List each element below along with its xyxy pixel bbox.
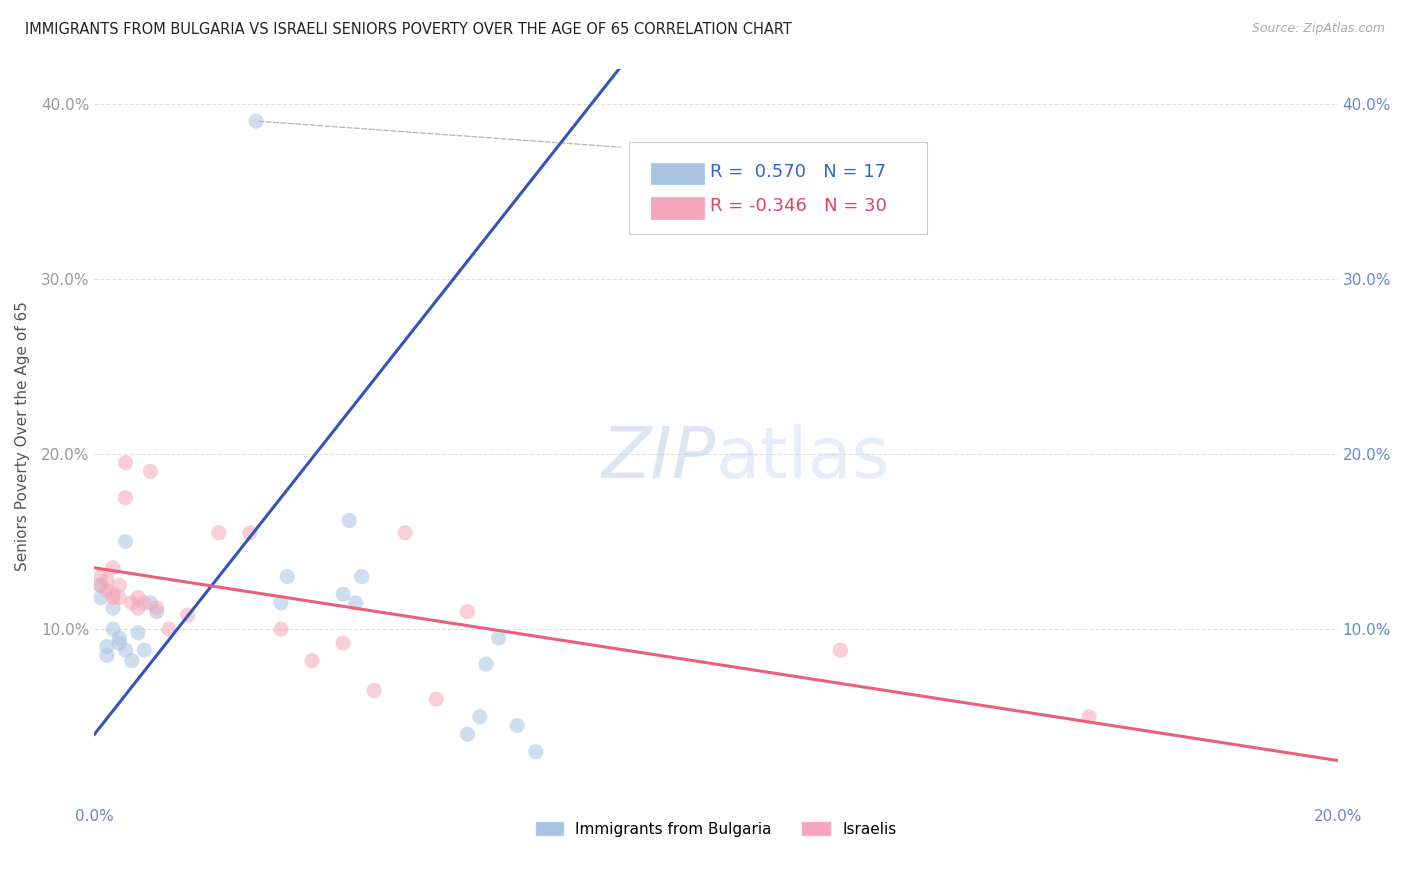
Point xyxy=(270,596,292,610)
Point xyxy=(456,727,478,741)
Point xyxy=(114,491,136,505)
Point xyxy=(524,745,547,759)
Point xyxy=(101,561,124,575)
Point xyxy=(108,578,131,592)
FancyBboxPatch shape xyxy=(628,142,928,234)
Point xyxy=(332,587,354,601)
Point xyxy=(276,569,298,583)
Point xyxy=(134,596,156,610)
Point xyxy=(468,709,491,723)
Point xyxy=(363,683,385,698)
Point xyxy=(108,631,131,645)
Text: atlas: atlas xyxy=(716,424,890,493)
Point xyxy=(350,569,373,583)
Point xyxy=(90,591,112,605)
Point xyxy=(145,601,167,615)
Point xyxy=(344,596,367,610)
Point xyxy=(830,643,852,657)
Point xyxy=(394,525,416,540)
Point xyxy=(101,591,124,605)
Point xyxy=(96,573,118,587)
Y-axis label: Seniors Poverty Over the Age of 65: Seniors Poverty Over the Age of 65 xyxy=(15,301,30,572)
Point xyxy=(108,591,131,605)
Text: R =  0.570   N = 17: R = 0.570 N = 17 xyxy=(710,162,886,180)
Point xyxy=(139,465,162,479)
FancyBboxPatch shape xyxy=(651,197,703,219)
FancyBboxPatch shape xyxy=(651,162,703,184)
Point xyxy=(114,534,136,549)
Point xyxy=(121,596,143,610)
Text: IMMIGRANTS FROM BULGARIA VS ISRAELI SENIORS POVERTY OVER THE AGE OF 65 CORRELATI: IMMIGRANTS FROM BULGARIA VS ISRAELI SENI… xyxy=(25,22,792,37)
Point xyxy=(301,654,323,668)
Point xyxy=(475,657,498,672)
Point xyxy=(108,636,131,650)
Point xyxy=(127,601,149,615)
Point xyxy=(245,114,267,128)
Point xyxy=(239,525,262,540)
Point xyxy=(114,643,136,657)
Point xyxy=(90,578,112,592)
Point xyxy=(1078,709,1101,723)
Point xyxy=(101,587,124,601)
Point xyxy=(425,692,447,706)
Point xyxy=(90,569,112,583)
Text: R = -0.346   N = 30: R = -0.346 N = 30 xyxy=(710,197,887,215)
Legend: Immigrants from Bulgaria, Israelis: Immigrants from Bulgaria, Israelis xyxy=(529,814,904,845)
Point xyxy=(139,596,162,610)
Point xyxy=(337,514,360,528)
Point xyxy=(506,718,529,732)
Point xyxy=(114,456,136,470)
Point xyxy=(157,622,180,636)
Text: Source: ZipAtlas.com: Source: ZipAtlas.com xyxy=(1251,22,1385,36)
Point xyxy=(134,643,156,657)
Point xyxy=(96,583,118,598)
Point xyxy=(488,631,510,645)
Point xyxy=(332,636,354,650)
Point xyxy=(90,578,112,592)
Text: ZIP: ZIP xyxy=(602,424,716,493)
Point xyxy=(270,622,292,636)
Point xyxy=(121,654,143,668)
Point xyxy=(101,622,124,636)
Point xyxy=(208,525,231,540)
Point xyxy=(96,640,118,654)
Point xyxy=(127,625,149,640)
Point xyxy=(145,605,167,619)
Point xyxy=(96,648,118,663)
Point xyxy=(101,601,124,615)
Point xyxy=(127,591,149,605)
Point xyxy=(456,605,478,619)
Point xyxy=(177,608,200,623)
